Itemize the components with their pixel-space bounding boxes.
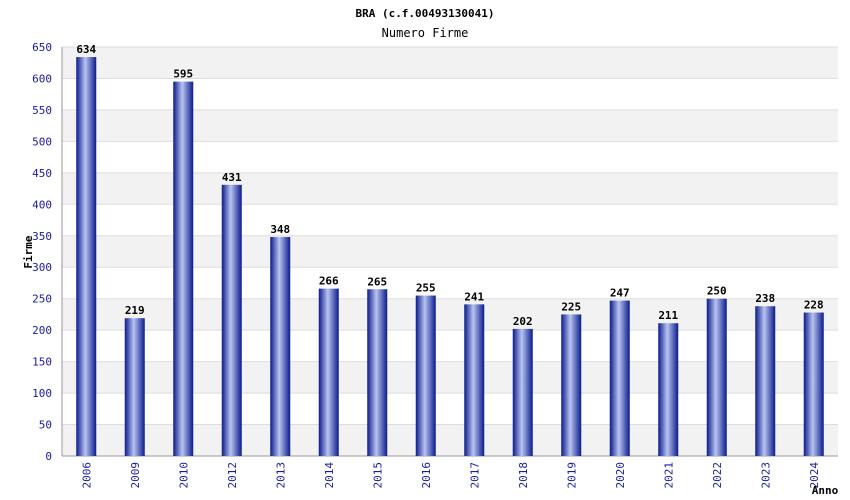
- bar: [706, 298, 727, 456]
- bar: [173, 81, 194, 456]
- x-tick-label: 2022: [711, 462, 724, 489]
- bar: [561, 314, 582, 456]
- y-tick-label: 0: [45, 450, 52, 463]
- y-tick-label: 450: [32, 167, 52, 180]
- y-tick-label: 550: [32, 104, 52, 117]
- bar: [464, 304, 485, 456]
- x-tick-label: 2019: [565, 462, 578, 489]
- y-tick-label: 150: [32, 356, 52, 369]
- bar: [415, 295, 436, 456]
- data-label: 202: [513, 315, 533, 328]
- x-tick-label: 2010: [177, 462, 190, 489]
- data-label: 241: [464, 290, 484, 303]
- bar: [755, 306, 776, 456]
- y-tick-label: 250: [32, 293, 52, 306]
- y-tick-label: 300: [32, 261, 52, 274]
- x-tick-label: 2021: [662, 462, 675, 489]
- y-tick-label: 400: [32, 198, 52, 211]
- data-label: 265: [367, 275, 387, 288]
- bar: [270, 237, 291, 456]
- chart-title: BRA (c.f.00493130041): [355, 7, 494, 20]
- x-tick-label: 2009: [129, 462, 142, 489]
- y-tick-label: 600: [32, 72, 52, 85]
- data-label: 228: [804, 299, 824, 312]
- data-label: 219: [125, 304, 145, 317]
- data-labels: 634 219 595 431 348 266 265 255 241 202 225 247 211 2…: [76, 43, 823, 328]
- data-label: 255: [416, 282, 436, 295]
- bars: [76, 57, 824, 457]
- data-label: 211: [658, 309, 678, 322]
- x-tick-label: 2013: [274, 462, 287, 489]
- y-tick-label: 50: [39, 419, 52, 432]
- y-tick-labels: 0 50 100 150 200 250 300 350 400 450 500 550 600 650: [32, 41, 52, 463]
- data-label: 225: [561, 300, 581, 313]
- x-tick-label: 2024: [808, 462, 821, 489]
- y-tick-label: 500: [32, 135, 52, 148]
- x-tick-label: 2014: [323, 462, 336, 489]
- bar: [803, 312, 824, 456]
- data-label: 595: [173, 68, 193, 81]
- y-tick-label: 200: [32, 324, 52, 337]
- data-label: 238: [755, 292, 775, 305]
- bar: [512, 328, 533, 456]
- bar: [609, 300, 630, 456]
- data-label: 348: [270, 223, 290, 236]
- bar: [367, 289, 388, 456]
- bar: [221, 184, 242, 456]
- y-axis-label: Firme: [22, 235, 35, 268]
- x-tick-labels: 2006 2009 2010 2012 2013 2014 2015 2016 2017 2018…: [80, 462, 821, 489]
- data-label: 247: [610, 287, 630, 300]
- background-band: [62, 47, 838, 79]
- bar: [124, 318, 145, 456]
- x-tick-label: 2020: [614, 462, 627, 489]
- x-tick-label: 2016: [420, 462, 433, 489]
- x-tick-label: 2012: [226, 462, 239, 489]
- data-label: 431: [222, 171, 242, 184]
- data-label: 266: [319, 275, 339, 288]
- bar: [76, 57, 97, 457]
- chart-subtitle: Numero Firme: [382, 26, 469, 40]
- data-label: 250: [707, 285, 727, 298]
- x-tick-label: 2018: [517, 462, 530, 489]
- x-tick-label: 2023: [759, 462, 772, 489]
- x-tick-label: 2017: [468, 462, 481, 489]
- bar: [658, 323, 679, 456]
- y-tick-label: 350: [32, 230, 52, 243]
- bar: [318, 288, 339, 456]
- x-axis-label: Anno: [812, 484, 839, 497]
- y-tick-label: 650: [32, 41, 52, 54]
- x-tick-label: 2006: [80, 462, 93, 489]
- y-tick-label: 100: [32, 387, 52, 400]
- x-tick-label: 2015: [371, 462, 384, 489]
- data-label: 634: [76, 43, 96, 56]
